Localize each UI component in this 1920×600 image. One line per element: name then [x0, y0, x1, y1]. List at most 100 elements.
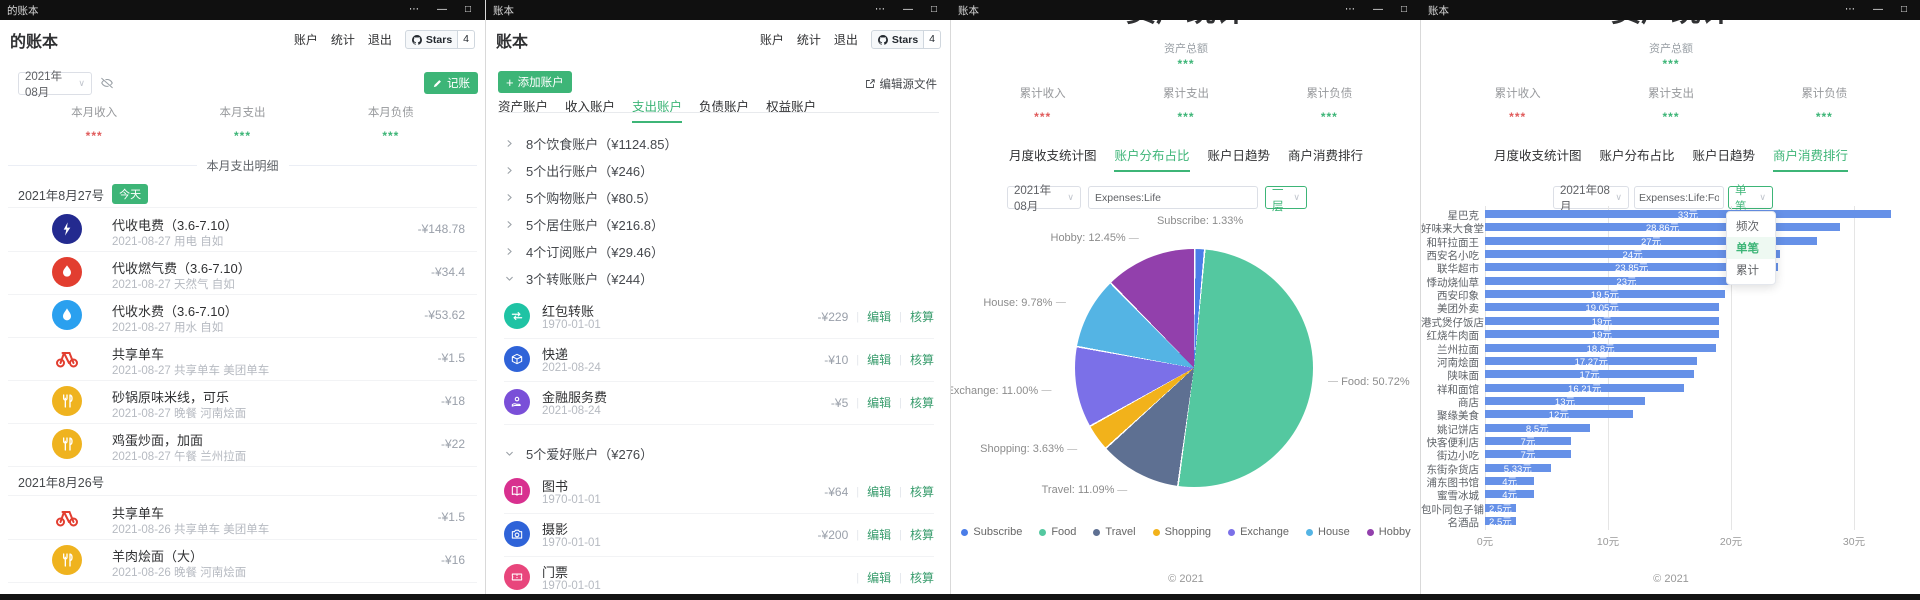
window-minimize-button[interactable]: — — [1872, 4, 1883, 15]
account-group-row[interactable]: 5个爱好账户（¥276） — [504, 440, 653, 467]
bar[interactable]: 28.86元 — [1485, 223, 1840, 234]
account-action-编辑[interactable]: 编辑 — [867, 396, 892, 410]
bar[interactable]: 4元 — [1485, 477, 1535, 488]
legend-item-Shopping[interactable]: Shopping — [1152, 526, 1211, 538]
bar[interactable]: 16.21元 — [1485, 383, 1685, 395]
account-group-row[interactable]: 4个订阅账户（¥29.46） — [504, 238, 664, 265]
bar[interactable]: 19.05元 — [1485, 303, 1720, 314]
tab-3[interactable]: 商户消费排行 — [1288, 149, 1364, 163]
edit-source-link[interactable]: 编辑源文件 — [864, 76, 937, 92]
window-minimize-button[interactable]: — — [1372, 4, 1383, 15]
window-maximize-button[interactable]: □ — [464, 4, 471, 15]
bar[interactable]: 18.8元 — [1485, 343, 1717, 355]
mode-select[interactable]: 一层 ∨ — [1265, 185, 1307, 213]
menu-item[interactable]: 账户 — [759, 33, 784, 47]
window-more-button[interactable]: ⋯ — [1344, 4, 1355, 15]
github-stars-button[interactable]: Stars — [404, 30, 459, 49]
bar[interactable]: 2.5元 — [1485, 503, 1516, 515]
tab-2[interactable]: 账户日趋势 — [1207, 149, 1271, 163]
bar[interactable]: 23.85元 — [1485, 263, 1779, 274]
bar[interactable]: 7元 — [1485, 450, 1572, 461]
legend-item-Food[interactable]: Food — [1039, 526, 1076, 538]
transaction-row[interactable]: 代收水费（3.6-7.10） 2021-08-27 用水 自如 -¥53.62 — [8, 294, 477, 338]
window-more-button[interactable]: ⋯ — [1844, 4, 1855, 15]
menu-item[interactable]: 退出 — [367, 33, 392, 47]
bar[interactable]: 8.5元 — [1485, 423, 1590, 435]
mode-select[interactable]: 单笔 ∨ — [1728, 185, 1773, 213]
add-account-button[interactable]: + 添加账户 — [498, 71, 572, 93]
bar[interactable]: 23元 — [1485, 276, 1768, 288]
dropdown-option-单笔[interactable]: 单笔 — [1727, 237, 1775, 259]
menu-item[interactable]: 账户 — [293, 33, 318, 47]
menu-item[interactable]: 退出 — [833, 33, 858, 47]
bar[interactable]: 13元 — [1485, 396, 1645, 408]
tab-0[interactable]: 月度收支统计图 — [1008, 149, 1097, 163]
transaction-row[interactable]: 共享单车 2021-08-26 共享单车 美团单车 -¥1.5 — [8, 496, 477, 540]
bar[interactable]: 12元 — [1485, 410, 1633, 421]
account-action-核算[interactable]: 核算 — [909, 528, 934, 542]
window-more-button[interactable]: ⋯ — [408, 4, 419, 15]
tab-0[interactable]: 月度收支统计图 — [1493, 149, 1582, 163]
bar[interactable]: 4元 — [1485, 490, 1535, 501]
month-select[interactable]: 2021年08月 ∨ — [1553, 185, 1629, 213]
account-group-row[interactable]: 5个购物账户（¥80.5） — [504, 184, 657, 211]
dropdown-option-频次[interactable]: 频次 — [1736, 221, 1759, 233]
account-action-编辑[interactable]: 编辑 — [867, 528, 892, 542]
github-stars-badge[interactable]: Stars 4 — [870, 30, 941, 49]
eye-off-icon[interactable] — [100, 76, 114, 95]
tab-2[interactable]: 账户日趋势 — [1692, 149, 1756, 163]
account-action-核算[interactable]: 核算 — [909, 396, 934, 410]
transaction-row[interactable]: 羊肉烩面（大） 2021-08-26 晚餐 河南烩面 -¥16 — [8, 539, 477, 583]
titlebar[interactable]: 的账本 ⋯ — □ — [0, 0, 485, 20]
tab-1[interactable]: 账户分布占比 — [1114, 145, 1190, 172]
window-maximize-button[interactable]: □ — [930, 4, 937, 15]
tab-4[interactable]: 权益账户 — [766, 100, 817, 114]
taskbar[interactable] — [0, 594, 1920, 600]
window-maximize-button[interactable]: □ — [1400, 4, 1407, 15]
transaction-row[interactable]: 共享单车 2021-08-27 共享单车 美团单车 -¥1.5 — [8, 337, 477, 381]
titlebar[interactable]: 账本 ⋯ — □ — [951, 0, 1421, 20]
bar[interactable]: 7元 — [1485, 436, 1572, 448]
github-stars-badge[interactable]: Stars 4 — [404, 30, 475, 49]
account-item-row[interactable]: 快递 2021-08-24 -¥10 | 编辑 | 核算 — [504, 338, 934, 382]
titlebar[interactable]: 账本 ⋯ — □ — [1421, 0, 1920, 20]
window-more-button[interactable]: ⋯ — [874, 4, 885, 15]
legend-item-Hobby[interactable]: Hobby — [1366, 526, 1411, 538]
bar[interactable]: 33元 — [1485, 210, 1891, 221]
bar[interactable]: 19元 — [1485, 330, 1719, 341]
window-maximize-button[interactable]: □ — [1900, 4, 1907, 15]
account-action-核算[interactable]: 核算 — [909, 353, 934, 367]
account-group-row[interactable]: 3个转账账户（¥244） — [504, 265, 653, 292]
bar[interactable]: 24元 — [1485, 250, 1781, 261]
legend-item-House[interactable]: House — [1306, 526, 1350, 538]
transaction-row[interactable]: 代收燃气费（3.6-7.10） 2021-08-27 天然气 自如 -¥34.4 — [8, 251, 477, 295]
month-select[interactable]: 2021年08月 ∨ — [18, 71, 92, 99]
record-button[interactable]: 记账 — [424, 72, 478, 94]
bar[interactable]: 2.5元 — [1485, 517, 1516, 528]
window-minimize-button[interactable]: — — [902, 4, 913, 15]
tab-2[interactable]: 支出账户 — [632, 96, 683, 123]
tab-1[interactable]: 收入账户 — [565, 100, 616, 114]
bar[interactable]: 19.5元 — [1485, 290, 1725, 301]
account-group-row[interactable]: 8个饮食账户（¥1124.85） — [504, 130, 678, 157]
bar[interactable]: 5.33元 — [1485, 463, 1551, 475]
dropdown-option-累计[interactable]: 累计 — [1736, 265, 1759, 277]
query-input[interactable] — [1634, 186, 1724, 209]
account-action-编辑[interactable]: 编辑 — [867, 353, 892, 367]
window-minimize-button[interactable]: — — [436, 4, 447, 15]
account-item-row[interactable]: 摄影 1970-01-01 -¥200 | 编辑 | 核算 — [504, 513, 934, 557]
legend-item-Subscribe[interactable]: Subscribe — [961, 526, 1022, 538]
bar[interactable]: 17.27元 — [1485, 356, 1698, 368]
bar[interactable]: 27元 — [1485, 236, 1818, 248]
tab-3[interactable]: 商户消费排行 — [1773, 145, 1849, 172]
transaction-row[interactable]: 代收电费（3.6-7.10） 2021-08-27 用电 自如 -¥148.78 — [8, 208, 477, 252]
account-action-核算[interactable]: 核算 — [909, 310, 934, 324]
menu-item[interactable]: 统计 — [796, 33, 821, 47]
pie-chart[interactable] — [1075, 249, 1313, 487]
tab-1[interactable]: 账户分布占比 — [1599, 149, 1675, 163]
legend-item-Travel[interactable]: Travel — [1093, 526, 1136, 538]
titlebar[interactable]: 账本 ⋯ — □ — [486, 0, 951, 20]
account-item-row[interactable]: 图书 1970-01-01 -¥64 | 编辑 | 核算 — [504, 470, 934, 514]
account-item-row[interactable]: 金融服务费 2021-08-24 -¥5 | 编辑 | 核算 — [504, 381, 934, 425]
tab-0[interactable]: 资产账户 — [498, 100, 549, 114]
